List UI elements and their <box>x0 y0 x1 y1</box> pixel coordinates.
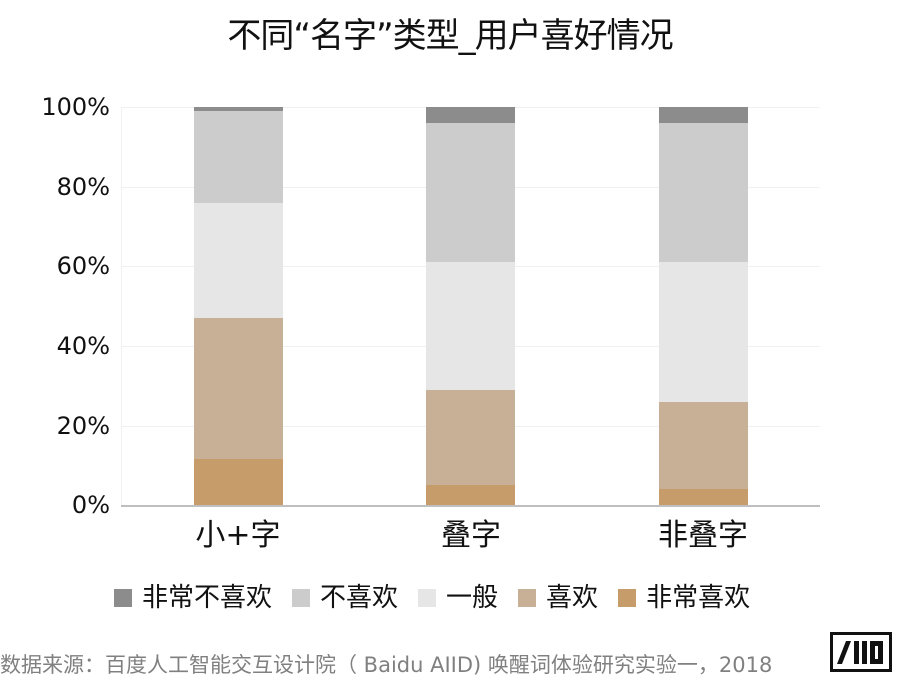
legend-label: 非常不喜欢 <box>142 583 273 613</box>
bar-segment <box>426 107 515 123</box>
bar-segment <box>194 317 283 460</box>
y-tick-60: 60% <box>56 252 110 280</box>
legend-label: 一般 <box>446 583 499 613</box>
x-label-xiao-zi: 小+字 <box>195 518 281 553</box>
bar-die-zi <box>426 107 515 505</box>
bar-segment <box>659 262 748 402</box>
legend-label: 非常喜欢 <box>646 583 751 613</box>
legend-swatch-icon <box>518 589 537 607</box>
bar-segment <box>659 122 748 263</box>
bar-segment <box>426 262 515 390</box>
legend-swatch-icon <box>114 589 132 607</box>
y-axis-line <box>121 107 122 506</box>
legend-label: 不喜欢 <box>320 583 399 613</box>
bar-segment <box>194 107 283 112</box>
chart-title: 不同“名字”类型_用户喜好情况 <box>227 16 673 56</box>
legend-item-very-like: 非常喜欢 <box>618 581 750 615</box>
y-tick-20: 20% <box>56 412 110 440</box>
y-tick-40: 40% <box>56 332 110 360</box>
legend-item-like: 喜欢 <box>518 581 598 615</box>
bar-segment <box>194 202 283 318</box>
bar-xiao-zi <box>194 107 283 505</box>
legend-item-dislike: 不喜欢 <box>292 581 398 615</box>
bar-segment <box>194 111 283 203</box>
x-label-die-zi: 叠字 <box>441 518 501 553</box>
y-tick-80: 80% <box>56 173 110 201</box>
bar-segment <box>426 389 515 486</box>
x-label-fei-die-zi: 非叠字 <box>658 518 748 553</box>
x-axis-line <box>121 505 820 507</box>
aiid-logo-icon <box>830 632 892 672</box>
legend-item-neutral: 一般 <box>418 581 498 615</box>
legend-swatch-icon <box>618 589 637 607</box>
bar-segment <box>659 489 748 505</box>
legend-label: 喜欢 <box>546 583 599 613</box>
y-tick-0: 0% <box>71 491 110 519</box>
legend-swatch-icon <box>292 589 311 607</box>
legend: 非常不喜欢 不喜欢 一般 喜欢 非常喜欢 <box>114 580 770 616</box>
legend-swatch-icon <box>418 589 437 607</box>
y-tick-100: 100% <box>41 93 110 121</box>
plot-area <box>121 107 820 507</box>
bar-segment <box>659 401 748 490</box>
legend-item-very-dislike: 非常不喜欢 <box>114 581 272 615</box>
bar-segment <box>426 485 515 505</box>
bar-segment <box>659 107 748 123</box>
bar-fei-die-zi <box>659 107 748 505</box>
source-note: 数据来源：百度人工智能交互设计院（ Baidu AIID) 唤醒词体验研究实验一… <box>0 653 773 677</box>
bar-segment <box>426 122 515 263</box>
bar-segment <box>194 459 283 505</box>
